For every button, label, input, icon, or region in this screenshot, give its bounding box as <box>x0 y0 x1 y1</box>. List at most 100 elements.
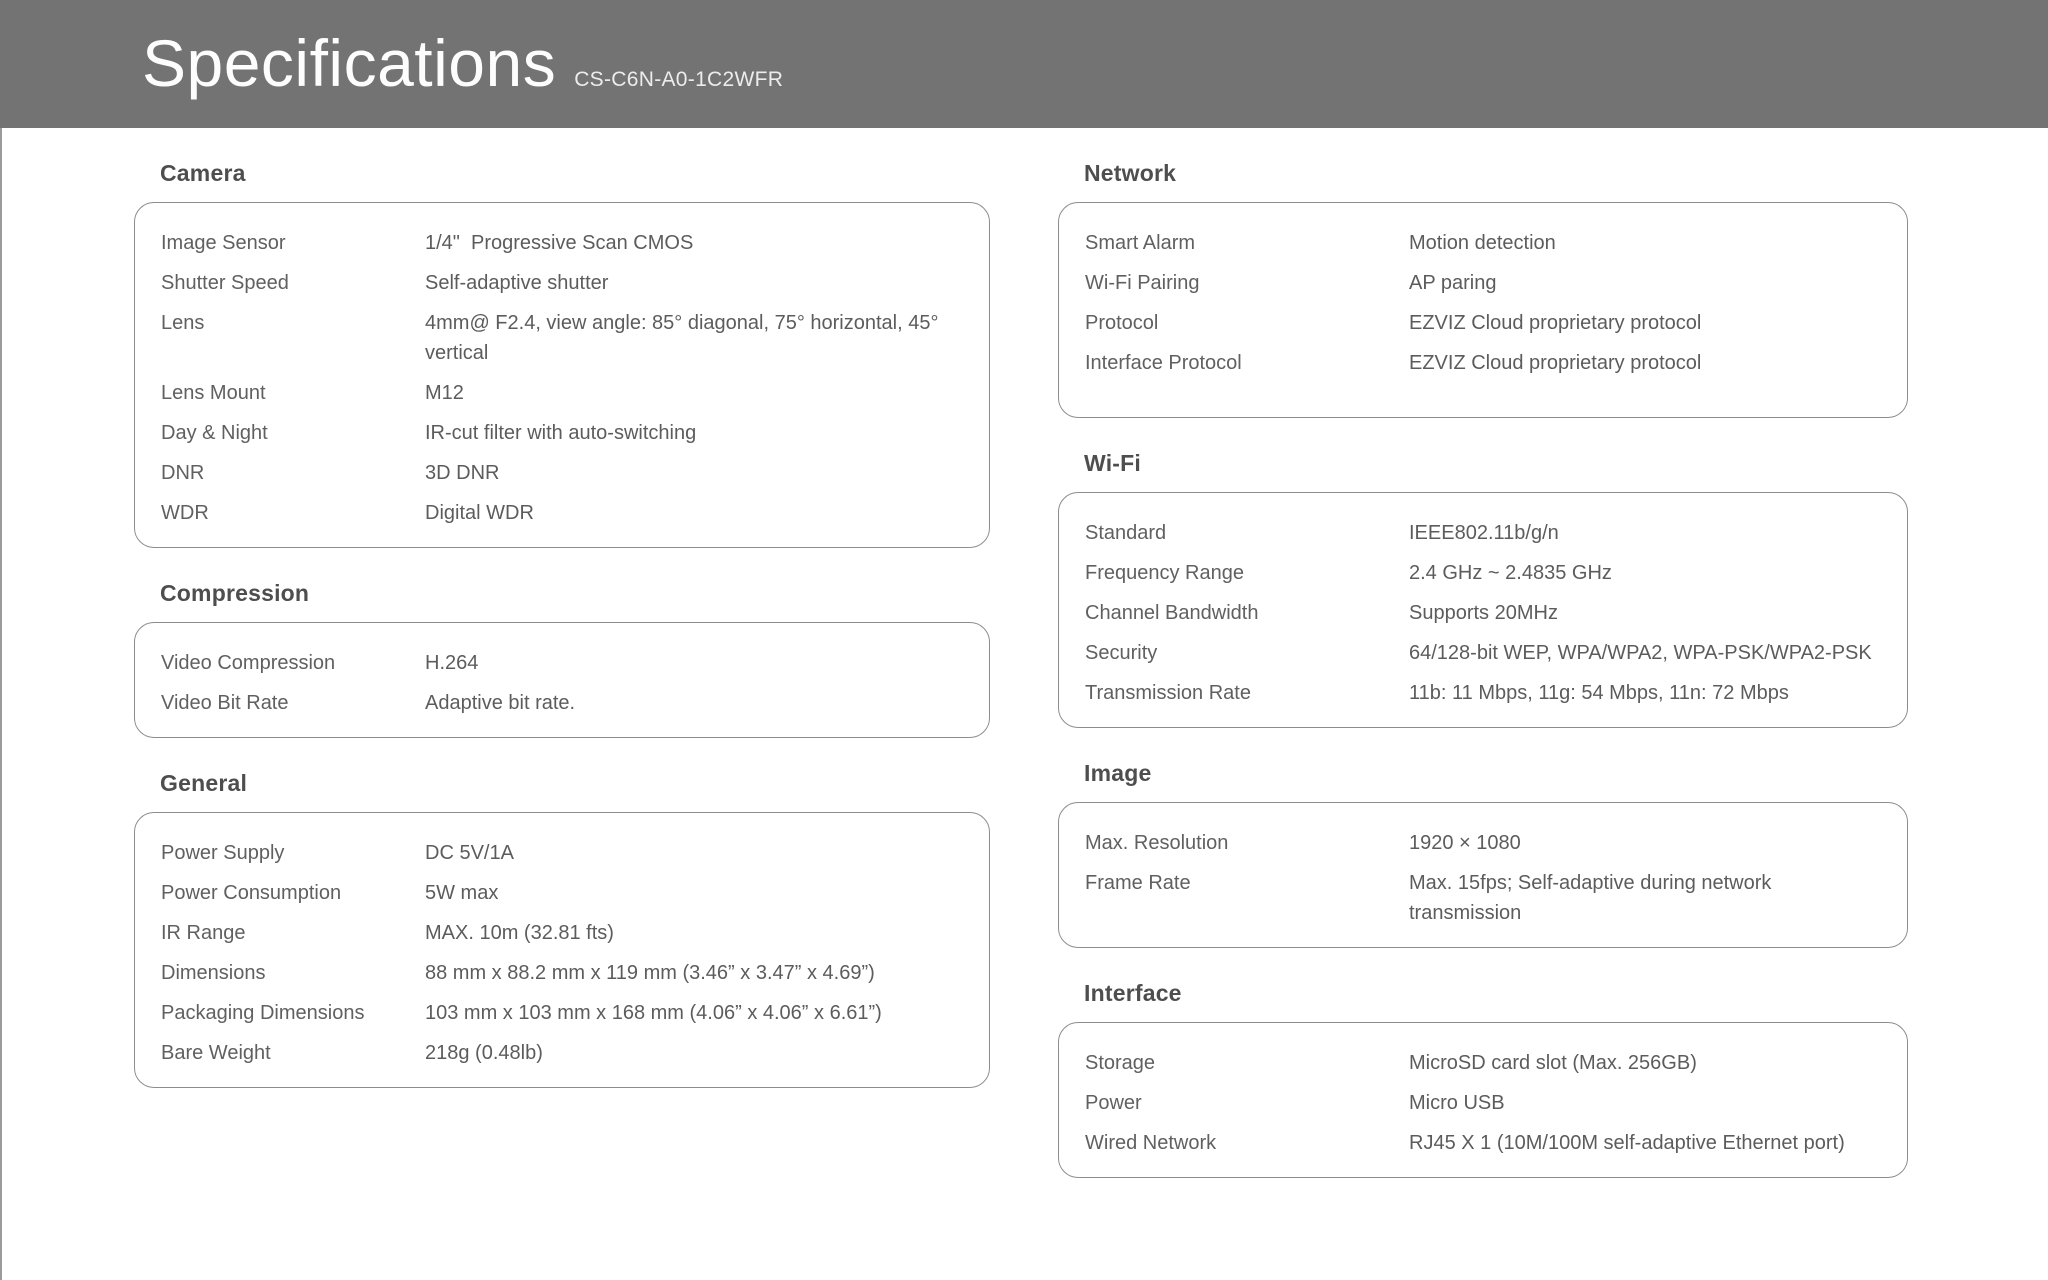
spec-box: Image Sensor 1/4" Progressive Scan CMOS … <box>134 202 990 548</box>
spec-label: Day & Night <box>161 422 268 444</box>
spec-label: Power <box>1085 1092 1142 1114</box>
spec-row: Frequency Range 2.4 GHz ~ 2.4835 GHz <box>1085 553 1887 593</box>
spec-column-left: Camera Image Sensor 1/4" Progressive Sca… <box>134 158 990 1280</box>
spec-value: 5W max <box>425 882 499 904</box>
spec-row: Lens Mount M12 <box>161 373 969 413</box>
spec-label: Wi-Fi Pairing <box>1085 272 1200 294</box>
section-title: General <box>160 770 248 796</box>
spec-label: Storage <box>1085 1052 1156 1074</box>
spec-row: Shutter Speed Self-adaptive shutter <box>161 263 969 303</box>
section-title: Wi-Fi <box>1084 450 1141 476</box>
page-title: Specifications <box>142 26 557 100</box>
spec-value: 1920 × 1080 <box>1409 832 1521 854</box>
spec-value: Motion detection <box>1409 232 1556 254</box>
spec-value: Micro USB <box>1409 1092 1505 1114</box>
spec-row: Image Sensor 1/4" Progressive Scan CMOS <box>161 223 969 263</box>
spec-label: Wired Network <box>1085 1132 1217 1154</box>
spec-label: Bare Weight <box>161 1042 271 1064</box>
spec-box: Smart Alarm Motion detection Wi-Fi Pairi… <box>1058 202 1908 418</box>
spec-row: Channel Bandwidth Supports 20MHz <box>1085 593 1887 633</box>
spec-value: 3D DNR <box>425 462 500 484</box>
spec-row: WDR Digital WDR <box>161 493 969 533</box>
section-image: Image Max. Resolution 1920 × 1080 Frame … <box>1058 758 1908 948</box>
spec-label: Image Sensor <box>161 232 286 254</box>
spec-value: 4mm@ F2.4, view angle: 85° diagonal, 75°… <box>425 312 945 364</box>
spec-label: Dimensions <box>161 962 266 984</box>
spec-label: Interface Protocol <box>1085 352 1242 374</box>
spec-label: Power Consumption <box>161 882 342 904</box>
spec-row: Security 64/128-bit WEP, WPA/WPA2, WPA-P… <box>1085 633 1887 673</box>
spec-label: Packaging Dimensions <box>161 1002 365 1024</box>
spec-row: Storage MicroSD card slot (Max. 256GB) <box>1085 1043 1887 1083</box>
spec-row: Video Bit Rate Adaptive bit rate. <box>161 683 969 723</box>
spec-value: Max. 15fps; Self-adaptive during network… <box>1409 872 1777 924</box>
spec-value: MicroSD card slot (Max. 256GB) <box>1409 1052 1697 1074</box>
model-number: CS-C6N-A0-1C2WFR <box>574 68 784 91</box>
spec-value: DC 5V/1A <box>425 842 514 864</box>
spec-label: Security <box>1085 642 1158 664</box>
spec-value: Digital WDR <box>425 502 534 524</box>
spec-label: Lens Mount <box>161 382 266 404</box>
spec-value: MAX. 10m (32.81 fts) <box>425 922 614 944</box>
spec-row: Day & Night IR-cut filter with auto-swit… <box>161 413 969 453</box>
spec-label: Power Supply <box>161 842 285 864</box>
spec-box: Standard IEEE802.11b/g/n Frequency Range… <box>1058 492 1908 728</box>
spec-label: Protocol <box>1085 312 1159 334</box>
section-title: Interface <box>1084 980 1182 1006</box>
spec-row: Smart Alarm Motion detection <box>1085 223 1887 263</box>
section-general: General Power Supply DC 5V/1A Power Cons… <box>134 768 990 1088</box>
spec-label: Smart Alarm <box>1085 232 1196 254</box>
spec-value: 64/128-bit WEP, WPA/WPA2, WPA-PSK/WPA2-P… <box>1409 642 1872 664</box>
spec-label: Lens <box>161 312 205 334</box>
section-interface: Interface Storage MicroSD card slot (Max… <box>1058 978 1908 1178</box>
section-title: Compression <box>160 580 310 606</box>
page-header: Specifications CS-C6N-A0-1C2WFR <box>0 0 2048 128</box>
spec-box: Max. Resolution 1920 × 1080 Frame Rate M… <box>1058 802 1908 948</box>
section-compression: Compression Video Compression H.264 Vide… <box>134 578 990 738</box>
spec-row: Power Supply DC 5V/1A <box>161 833 969 873</box>
spec-box: Video Compression H.264 Video Bit Rate A… <box>134 622 990 738</box>
spec-value: 11b: 11 Mbps, 11g: 54 Mbps, 11n: 72 Mbps <box>1409 682 1789 704</box>
spec-row: Dimensions 88 mm x 88.2 mm x 119 mm (3.4… <box>161 953 969 993</box>
spec-value: IR-cut filter with auto-switching <box>425 422 697 444</box>
spec-label: Standard <box>1085 522 1167 544</box>
spec-row: IR Range MAX. 10m (32.81 fts) <box>161 913 969 953</box>
spec-row: Standard IEEE802.11b/g/n <box>1085 513 1887 553</box>
spec-row: Video Compression H.264 <box>161 643 969 683</box>
spec-row: Transmission Rate 11b: 11 Mbps, 11g: 54 … <box>1085 673 1887 713</box>
spec-row: Wi-Fi Pairing AP paring <box>1085 263 1887 303</box>
section-title: Network <box>1084 160 1177 186</box>
section-camera: Camera Image Sensor 1/4" Progressive Sca… <box>134 158 990 548</box>
spec-label: Max. Resolution <box>1085 832 1229 854</box>
spec-label: Frame Rate <box>1085 872 1191 894</box>
spec-row: Bare Weight 218g (0.48lb) <box>161 1033 969 1073</box>
spec-row: Packaging Dimensions 103 mm x 103 mm x 1… <box>161 993 969 1033</box>
spec-value: RJ45 X 1 (10M/100M self-adaptive Etherne… <box>1409 1132 1845 1154</box>
spec-value: Self-adaptive shutter <box>425 272 609 294</box>
spec-column-right: Network Smart Alarm Motion detection Wi-… <box>1058 158 1908 1280</box>
spec-label: Video Compression <box>161 652 336 674</box>
spec-value: EZVIZ Cloud proprietary protocol <box>1409 352 1702 374</box>
spec-value: AP paring <box>1409 272 1497 294</box>
spec-label: IR Range <box>161 922 246 944</box>
spec-row: Power Micro USB <box>1085 1083 1887 1123</box>
spec-row: Power Consumption 5W max <box>161 873 969 913</box>
spec-row: Max. Resolution 1920 × 1080 <box>1085 823 1887 863</box>
spec-label: Frequency Range <box>1085 562 1244 584</box>
spec-value: M12 <box>425 382 464 404</box>
spec-row: DNR 3D DNR <box>161 453 969 493</box>
spec-label: Channel Bandwidth <box>1085 602 1259 624</box>
section-title: Camera <box>160 160 246 186</box>
section-wi-fi: Wi-Fi Standard IEEE802.11b/g/n Frequency… <box>1058 448 1908 728</box>
spec-row: Protocol EZVIZ Cloud proprietary protoco… <box>1085 303 1887 343</box>
spec-value: Supports 20MHz <box>1409 602 1558 624</box>
spec-value: 218g (0.48lb) <box>425 1042 543 1064</box>
spec-row: Wired Network RJ45 X 1 (10M/100M self-ad… <box>1085 1123 1887 1163</box>
spec-row: Interface Protocol EZVIZ Cloud proprieta… <box>1085 343 1887 383</box>
spec-box: Power Supply DC 5V/1A Power Consumption … <box>134 812 990 1088</box>
spec-value: 88 mm x 88.2 mm x 119 mm (3.46” x 3.47” … <box>425 962 875 984</box>
spec-label: DNR <box>161 462 205 484</box>
spec-value: 2.4 GHz ~ 2.4835 GHz <box>1409 562 1612 584</box>
section-network: Network Smart Alarm Motion detection Wi-… <box>1058 158 1908 418</box>
spec-row: Lens 4mm@ F2.4, view angle: 85° diagonal… <box>161 303 969 373</box>
